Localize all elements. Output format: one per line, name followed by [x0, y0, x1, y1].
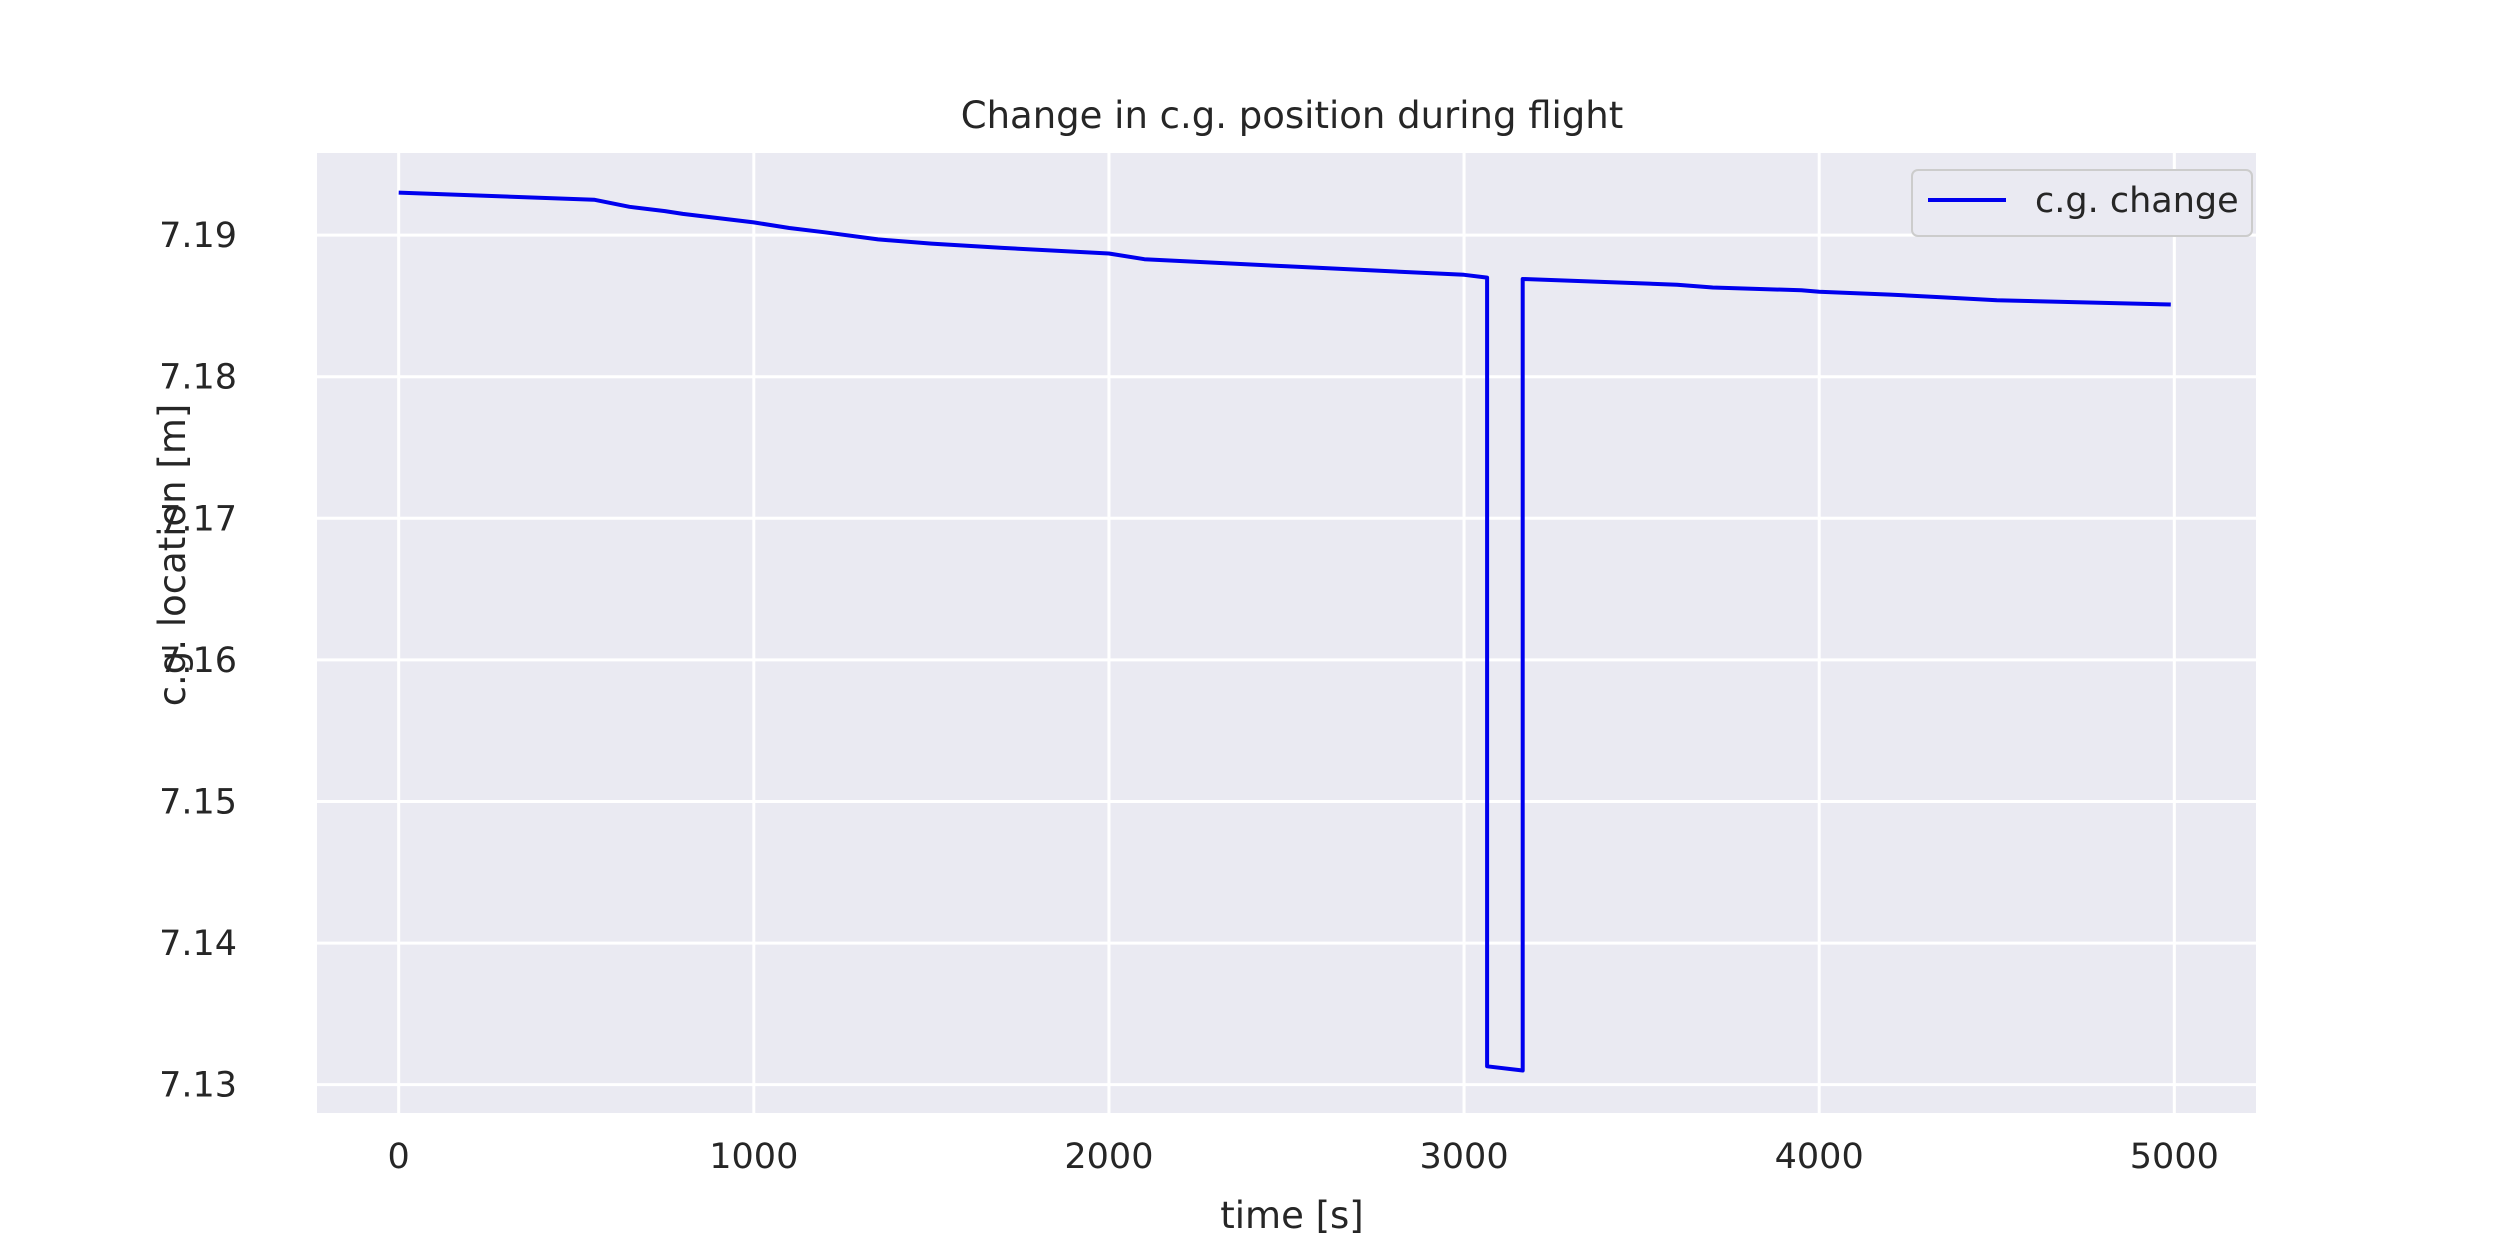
y-tick-label: 7.14: [159, 924, 237, 964]
series-layer: [398, 190, 2171, 1073]
x-tick-label: 1000: [709, 1137, 798, 1177]
legend: c.g. change: [1911, 169, 2253, 237]
y-tick-label: 7.15: [159, 782, 237, 822]
x-tick-labels: 0 1000 2000 3000 4000 5000: [388, 1137, 2219, 1177]
legend-label: c.g. change: [2035, 181, 2239, 221]
y-tick-label: 7.16: [159, 641, 237, 681]
chart-title: Change in c.g. position during flight: [961, 94, 1624, 137]
x-gridlines: [397, 153, 2176, 1113]
y-tick-label: 7.13: [159, 1066, 237, 1106]
y-tick-label: 7.18: [159, 358, 237, 398]
x-tick-label: 5000: [2130, 1137, 2219, 1177]
plot-area: [317, 153, 2256, 1113]
x-tick-label: 0: [388, 1137, 410, 1177]
series-line-cg-change: [398, 190, 2171, 1073]
y-tick-labels: 7.13 7.14 7.15 7.16 7.17 7.18 7.19: [159, 216, 237, 1106]
y-tick-label: 7.17: [159, 499, 237, 539]
x-tick-label: 4000: [1775, 1137, 1864, 1177]
y-tick-label: 7.19: [159, 216, 237, 256]
y-gridlines: [317, 233, 2256, 1087]
x-tick-label: 2000: [1064, 1137, 1153, 1177]
legend-box: [1911, 169, 2253, 237]
y-axis-label: c.g. location [m]: [151, 404, 194, 707]
x-tick-label: 3000: [1420, 1137, 1509, 1177]
x-axis-label: time [s]: [1220, 1194, 1364, 1237]
